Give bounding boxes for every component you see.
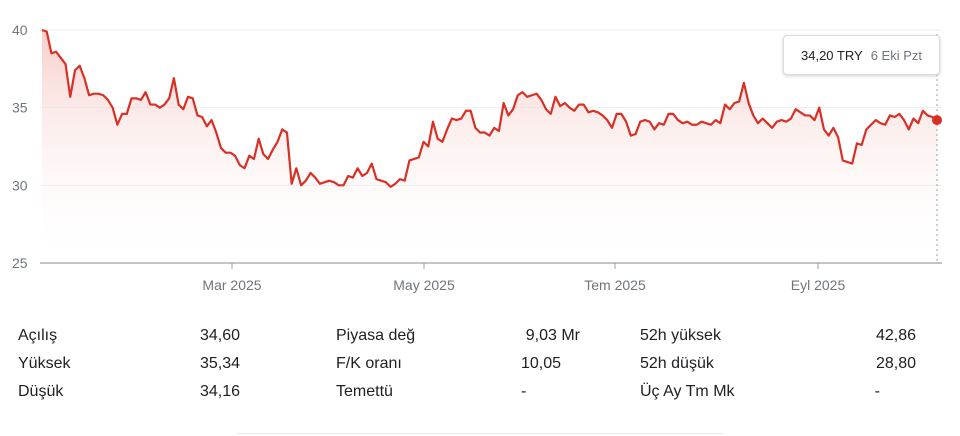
- stat-row-high: Yüksek 35,34: [18, 350, 240, 378]
- y-tick-label: 30: [12, 177, 28, 193]
- x-tick-label: May 2025: [393, 277, 455, 293]
- stat-row-open: Açılış 34,60: [18, 322, 240, 350]
- price-line: [41, 28, 938, 188]
- stat-value: 28,80: [875, 355, 916, 372]
- stat-label: Düşük: [18, 383, 64, 400]
- stat-row-pe-ratio: F/K oranı 10,05: [336, 350, 580, 378]
- stat-row-52w-high: 52h yüksek 42,86: [640, 322, 916, 350]
- stat-value: 34,60: [199, 327, 240, 344]
- stat-label: Yüksek: [18, 355, 71, 372]
- stat-label: Açılış: [18, 327, 58, 344]
- stat-row-dividend: Temettü -: [336, 378, 580, 406]
- price-tooltip: 34,20 TRY 6 Eki Pzt: [783, 35, 940, 75]
- stats-column-3: 52h yüksek 42,86 52h düşük 28,80 Üç Ay T…: [640, 322, 916, 406]
- stat-value: -: [521, 383, 527, 400]
- stat-label: Üç Ay Tm Mk: [640, 383, 735, 400]
- x-axis: Mar 2025 May 2025 Tem 2025 Eyl 2025: [202, 263, 845, 293]
- price-chart[interactable]: 40 35 30 25 Mar 2025 May 2025 Tem 2025 Eyl 202…: [0, 0, 960, 300]
- x-tick-label: Eyl 2025: [791, 277, 846, 293]
- stats-column-2: Piyasa değ 9,03 Mr F/K oranı 10,05 Temet…: [336, 322, 580, 406]
- y-tick-label: 40: [12, 22, 28, 38]
- y-axis: 40 35 30 25: [12, 22, 28, 271]
- stat-value: -: [874, 383, 880, 400]
- stat-label: 52h yüksek: [640, 327, 721, 344]
- price-area-fill: [42, 30, 937, 263]
- stat-label: 52h düşük: [640, 355, 714, 372]
- stat-row-market-cap: Piyasa değ 9,03 Mr: [336, 322, 580, 350]
- stat-label: F/K oranı: [336, 355, 402, 372]
- stat-row-3m-avg-volume: Üç Ay Tm Mk -: [640, 378, 916, 406]
- stat-label: Piyasa değ: [336, 327, 416, 344]
- stat-value: 9,03 Mr: [525, 327, 580, 344]
- tooltip-price: 34,20 TRY: [801, 47, 863, 63]
- x-tick-label: Tem 2025: [584, 277, 646, 293]
- x-tick-label: Mar 2025: [202, 277, 261, 293]
- stat-row-52w-low: 52h düşük 28,80: [640, 350, 916, 378]
- stat-value: 34,16: [199, 383, 240, 400]
- last-price-dot[interactable]: [932, 115, 942, 126]
- stat-value: 35,34: [199, 355, 240, 372]
- stats-column-1: Açılış 34,60 Yüksek 35,34 Düşük 34,16: [18, 322, 240, 406]
- stat-label: Temettü: [336, 383, 393, 400]
- y-tick-label: 25: [12, 255, 28, 271]
- stat-value: 10,05: [521, 355, 562, 372]
- tooltip-date: 6 Eki Pzt: [870, 47, 922, 63]
- stat-value: 42,86: [875, 327, 916, 344]
- y-tick-label: 35: [12, 100, 28, 116]
- divider: [237, 433, 724, 434]
- stat-row-low: Düşük 34,16: [18, 378, 240, 406]
